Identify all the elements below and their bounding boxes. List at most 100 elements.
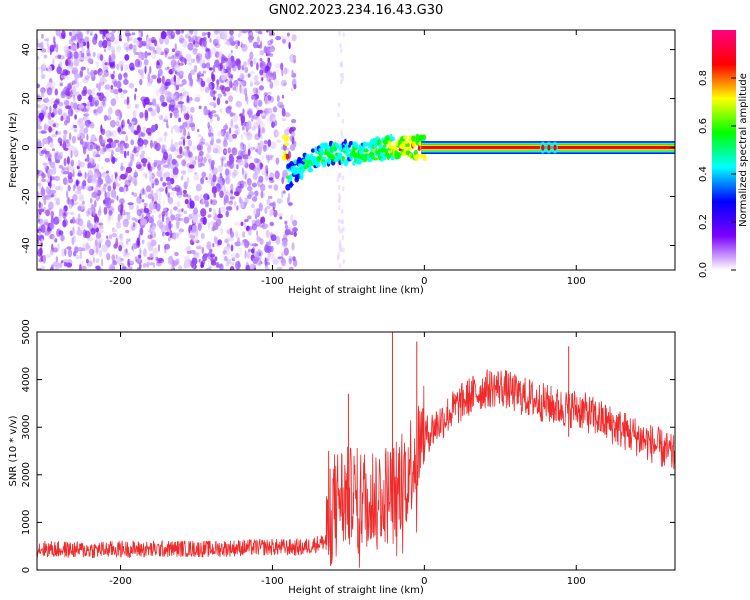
- noise-speck: [77, 159, 81, 168]
- noise-speck: [95, 154, 101, 158]
- x-tick-label: 0: [421, 276, 427, 287]
- noise-speck: [140, 30, 143, 38]
- noise-speck: [162, 200, 165, 206]
- snr-panel: -200 -100 0 100 0 1000 2000 3000 4000 5000 Heigh…: [8, 319, 676, 596]
- noise-speck: [139, 152, 145, 160]
- noise-speck: [105, 129, 112, 138]
- noise-speck: [184, 106, 190, 113]
- noise-speck: [54, 175, 61, 182]
- noise-speck: [66, 115, 71, 124]
- noise-speck: [117, 241, 124, 247]
- noise-speck: [265, 266, 270, 270]
- noise-speck: [137, 138, 144, 147]
- noise-speck: [43, 222, 49, 226]
- noise-speck: [244, 218, 249, 223]
- ridge-blob: [345, 142, 349, 149]
- noise-speck: [279, 216, 283, 220]
- noise-speck: [228, 200, 234, 206]
- noise-speck: [216, 138, 221, 144]
- ridge-blob: [347, 144, 351, 148]
- noise-speck: [209, 102, 216, 106]
- noise-speck: [266, 156, 273, 161]
- noise-speck: [134, 104, 138, 109]
- noise-speck: [40, 103, 47, 111]
- noise-speck: [230, 231, 235, 238]
- noise-speck: [133, 37, 138, 44]
- noise-speck: [230, 119, 233, 128]
- noise-speck: [232, 114, 239, 123]
- noise-speck: [200, 232, 205, 240]
- noise-speck: [272, 116, 277, 121]
- noise-speck: [286, 147, 290, 151]
- noise-speck: [253, 80, 260, 86]
- noise-speck: [53, 41, 57, 48]
- noise-speck: [261, 127, 266, 134]
- noise-speck: [240, 115, 246, 124]
- noise-speck: [283, 67, 288, 75]
- noise-speck: [86, 210, 90, 217]
- noise-speck: [289, 231, 294, 236]
- noise-speck: [284, 112, 291, 118]
- noise-speck: [94, 200, 97, 208]
- noise-speck: [46, 36, 50, 45]
- noise-speck: [136, 159, 140, 166]
- x-tick-label: -100: [261, 576, 284, 587]
- noise-speck: [284, 224, 289, 230]
- noise-speck: [289, 135, 295, 142]
- noise-speck: [152, 247, 159, 254]
- noise-speck: [130, 139, 135, 146]
- noise-speck: [175, 96, 180, 102]
- noise-speck: [96, 61, 99, 67]
- noise-speck: [71, 80, 76, 85]
- noise-speck: [271, 253, 276, 262]
- noise-speck: [225, 237, 230, 245]
- noise-speck: [47, 208, 51, 212]
- noise-speck: [135, 146, 140, 153]
- noise-speck: [204, 52, 211, 60]
- noise-speck: [200, 261, 204, 268]
- noise-speck: [118, 88, 123, 93]
- noise-speck: [58, 230, 64, 236]
- noise-speck: [122, 72, 128, 78]
- noise-speck: [281, 176, 285, 185]
- noise-speck: [226, 229, 233, 235]
- noise-speck: [60, 115, 64, 122]
- noise-speck: [259, 60, 266, 70]
- noise-speck: [147, 234, 153, 240]
- noise-speck: [43, 219, 49, 224]
- noise-speck: [240, 181, 247, 185]
- x-tick-label: 100: [567, 576, 586, 587]
- noise-speck: [272, 106, 278, 113]
- noise-speck: [262, 112, 266, 117]
- noise-speck: [178, 265, 183, 270]
- noise-speck: [65, 53, 70, 58]
- noise-speck: [118, 73, 123, 81]
- snr-y-axis: 0 1000 2000 3000 4000 5000: [21, 319, 675, 573]
- noise-speck: [47, 81, 53, 88]
- noise-speck: [222, 64, 226, 70]
- noise-speck: [73, 51, 79, 60]
- noise-speck: [149, 65, 152, 74]
- noise-speck: [188, 213, 193, 220]
- noise-speck: [219, 190, 224, 198]
- noise-speck: [55, 30, 61, 37]
- noise-speck: [175, 30, 181, 35]
- noise-speck: [165, 51, 168, 56]
- noise-speck: [207, 31, 211, 39]
- noise-speck: [107, 45, 111, 52]
- noise-speck: [261, 77, 264, 81]
- noise-speck: [269, 221, 275, 227]
- noise-speck: [123, 72, 128, 80]
- noise-speck: [208, 132, 214, 137]
- noise-speck: [51, 183, 56, 188]
- noise-speck: [77, 170, 82, 177]
- noise-speck: [178, 35, 184, 45]
- noise-speck: [109, 131, 114, 137]
- noise-speck: [72, 193, 78, 202]
- noise-speck: [110, 52, 116, 62]
- noise-speck: [133, 223, 138, 229]
- noise-speck: [174, 141, 179, 148]
- noise-speck: [124, 186, 126, 195]
- noise-speck: [70, 219, 73, 224]
- y-tick-label: -40: [21, 237, 32, 253]
